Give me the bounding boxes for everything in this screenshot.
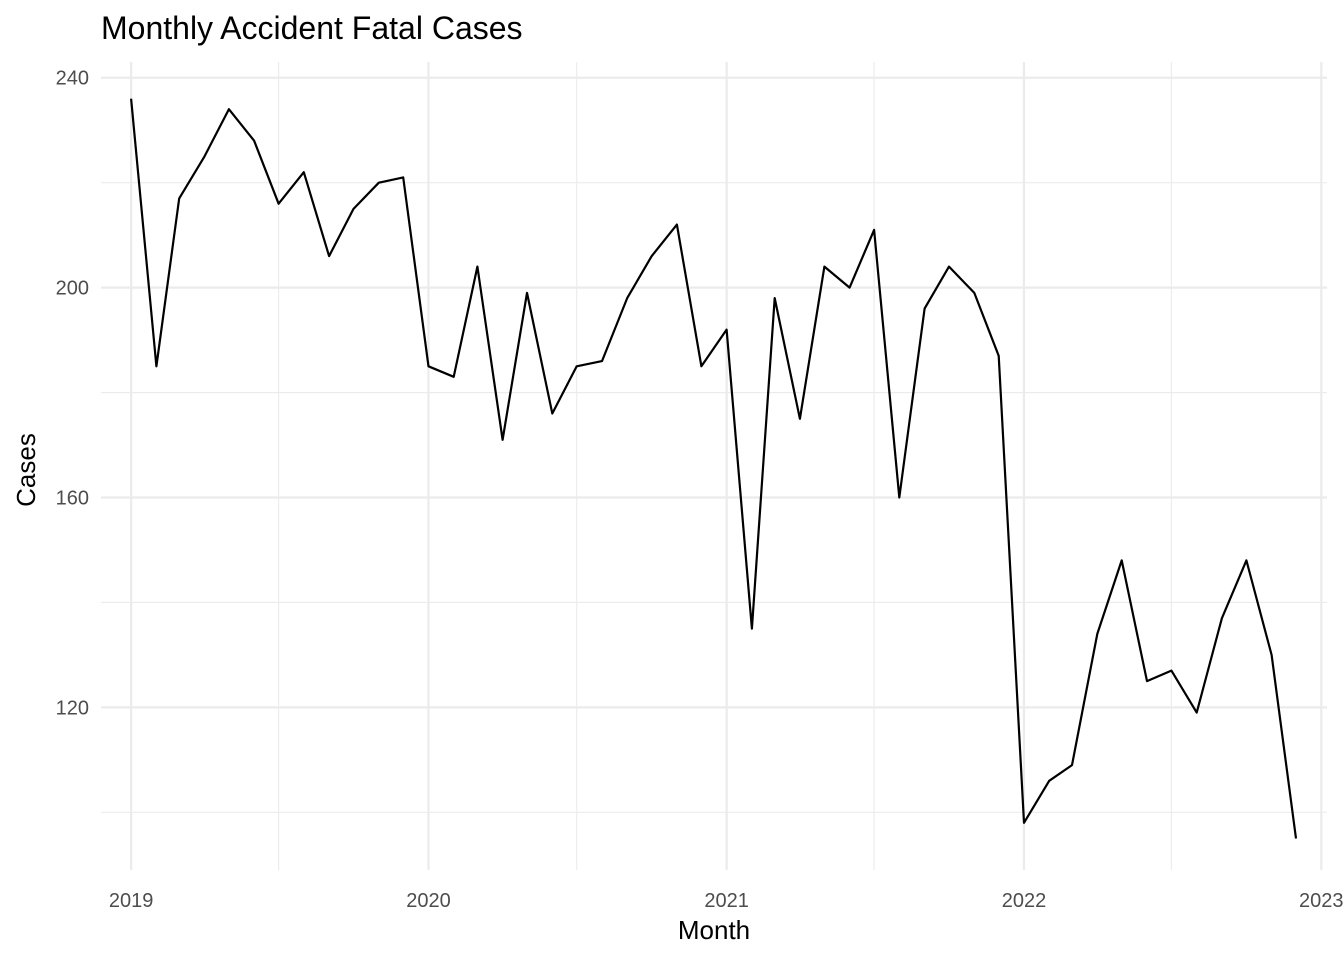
- x-axis-ticks: 2019 2020 2021 2022 2023: [109, 890, 1344, 912]
- grid: [101, 62, 1327, 870]
- series-line: [130, 98, 1298, 839]
- x-tick-label: 2021: [704, 890, 749, 912]
- x-axis-title: Month: [678, 915, 750, 945]
- y-tick-label: 240: [56, 68, 89, 90]
- y-tick-label: 200: [56, 278, 89, 300]
- y-tick-label: 120: [56, 697, 89, 719]
- x-tick-label: 2019: [109, 890, 154, 912]
- x-tick-label: 2023: [1299, 890, 1344, 912]
- x-tick-label: 2020: [406, 890, 451, 912]
- y-axis-ticks: 120 160 200 240: [56, 68, 89, 720]
- x-tick-label: 2022: [1002, 890, 1047, 912]
- chart-title: Monthly Accident Fatal Cases: [101, 10, 523, 46]
- y-axis-title: Cases: [11, 433, 41, 507]
- y-tick-label: 160: [56, 487, 89, 509]
